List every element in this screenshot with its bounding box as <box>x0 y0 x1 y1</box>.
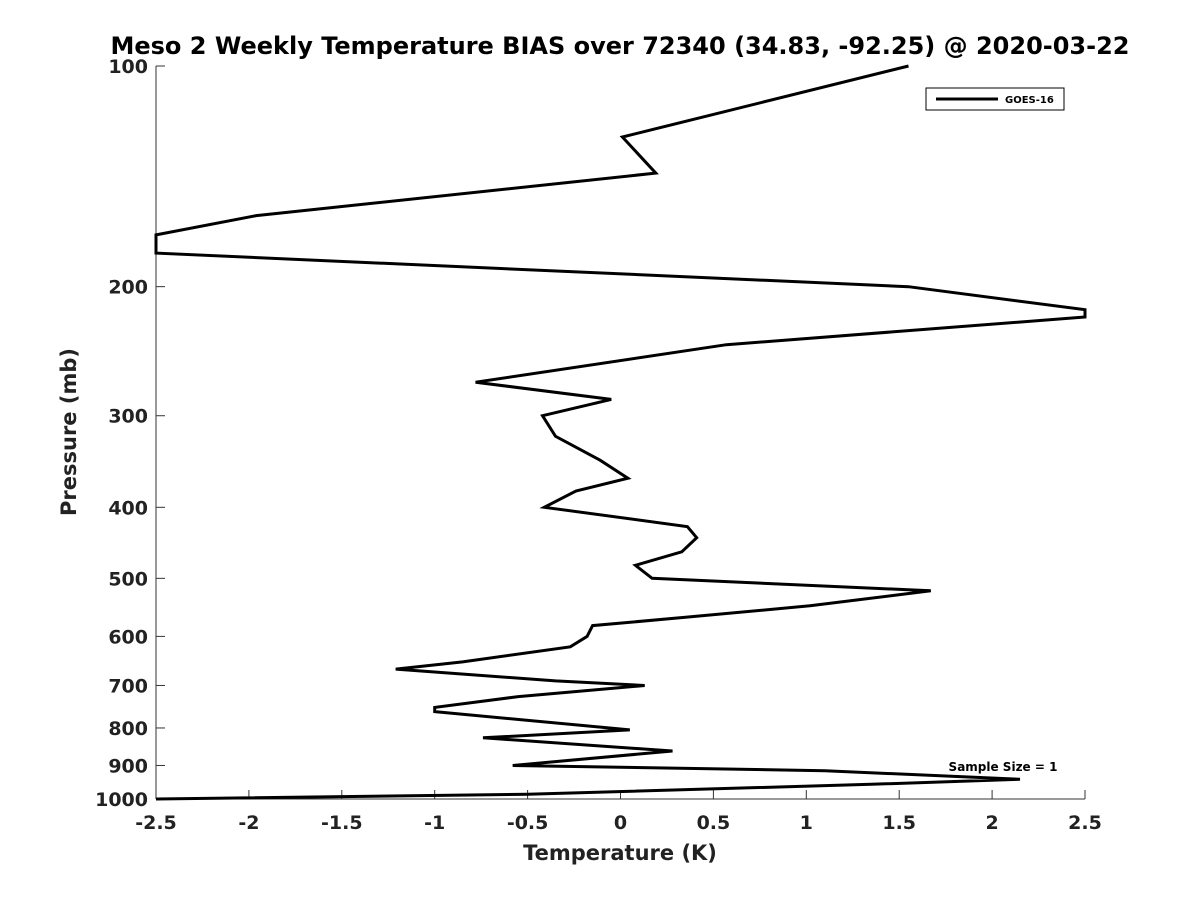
y-tick-label: 200 <box>108 277 148 299</box>
y-tick-label: 400 <box>108 497 148 519</box>
y-tick-label: 100 <box>108 56 148 78</box>
sample-size-annotation: Sample Size = 1 <box>949 760 1058 774</box>
y-tick-label: 1000 <box>95 789 148 811</box>
y-ticks: 100 200 300 400 500 600 700 800 900 1000 <box>95 56 165 811</box>
chart-title: Meso 2 Weekly Temperature BIAS over 7234… <box>110 32 1129 60</box>
x-tick-label: 1.5 <box>882 812 916 834</box>
y-tick-label: 900 <box>108 755 148 777</box>
x-tick-label: -2.5 <box>135 812 177 834</box>
x-tick-label: -1.5 <box>321 812 363 834</box>
x-tick-label: 2 <box>985 812 998 834</box>
y-tick-label: 300 <box>108 406 148 428</box>
x-tick-label: 0 <box>614 812 627 834</box>
x-tick-label: 0.5 <box>697 812 731 834</box>
x-tick-label: -0.5 <box>507 812 549 834</box>
y-tick-label: 700 <box>108 675 148 697</box>
x-axis-label: Temperature (K) <box>523 841 717 865</box>
legend: GOES-16 <box>925 87 1065 111</box>
x-tick-label: -2 <box>238 812 259 834</box>
y-tick-label: 600 <box>108 626 148 648</box>
series-layer <box>154 64 1087 801</box>
x-tick-label: 2.5 <box>1068 812 1102 834</box>
x-ticks: -2.5 -2 -1.5 -1 -0.5 0 0.5 1 1.5 2 2.5 <box>135 790 1102 834</box>
y-axis-label: Pressure (mb) <box>57 348 81 516</box>
y-tick-label: 500 <box>108 568 148 590</box>
x-tick-label: 1 <box>800 812 813 834</box>
series-line-goes-16 <box>154 64 1087 801</box>
legend-label-goes-16: GOES-16 <box>1005 95 1054 106</box>
x-tick-label: -1 <box>424 812 445 834</box>
y-tick-label: 800 <box>108 718 148 740</box>
